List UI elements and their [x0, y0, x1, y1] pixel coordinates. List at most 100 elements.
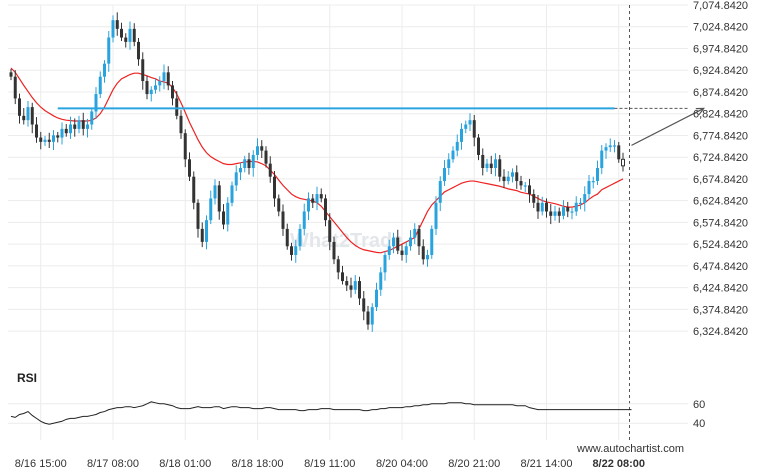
- candle-body: [455, 141, 459, 151]
- y-tick-label: 6,674.8420: [693, 174, 748, 186]
- candle-body: [587, 181, 591, 195]
- candle-body: [52, 135, 55, 142]
- candle-body: [120, 28, 123, 38]
- candle-body: [22, 115, 26, 121]
- x-tick-label: 8/20 04:00: [376, 458, 428, 470]
- candle-body: [247, 159, 251, 168]
- candle-body: [196, 202, 200, 229]
- y-axis: 7,074.8420 7,024.8420 6,974.8420 6,924.8420…: [693, 0, 748, 338]
- candle-body: [115, 20, 119, 29]
- y-tick-label: 6,824.8420: [693, 109, 748, 121]
- candle-body: [540, 202, 544, 212]
- candle-body: [566, 207, 570, 212]
- rsi-line: [10, 401, 632, 425]
- candle-body: [230, 185, 234, 203]
- candle-body: [498, 159, 502, 177]
- candle-body: [213, 185, 217, 199]
- y-tick-label: 7,024.8420: [693, 22, 748, 34]
- candle-body: [443, 167, 446, 182]
- candle-body: [137, 41, 140, 60]
- candle-body: [341, 272, 344, 282]
- candle-body: [451, 150, 455, 160]
- candle-body: [481, 154, 485, 168]
- candle-body: [47, 139, 51, 142]
- x-tick-label: 8/18 01:00: [159, 458, 211, 470]
- x-tick-label: 8/21 14:00: [521, 458, 573, 470]
- candle-body: [222, 211, 225, 225]
- candle-body: [421, 246, 425, 260]
- candle-body: [264, 150, 268, 164]
- y-tick-label: 6,724.8420: [693, 152, 748, 164]
- candle-body: [562, 207, 565, 216]
- candle-body: [200, 228, 204, 242]
- candle-body: [175, 98, 179, 116]
- levels: [57, 5, 705, 440]
- candle-body: [281, 211, 285, 229]
- candle-body: [438, 181, 442, 203]
- x-tick-label: 8/22 08:00: [592, 458, 645, 470]
- candle-body: [596, 167, 599, 182]
- candle-body: [43, 139, 47, 142]
- candle-body: [494, 159, 497, 168]
- candle-body: [239, 167, 242, 173]
- candle-body: [379, 272, 383, 290]
- candles: [9, 12, 625, 332]
- y-tick-label: 6,774.8420: [693, 130, 748, 142]
- candle-body: [188, 159, 191, 177]
- candle-body: [94, 94, 98, 112]
- candle-body: [553, 211, 557, 216]
- candle-body: [98, 76, 102, 95]
- candle-body: [591, 181, 595, 183]
- y-tick-label: 6,974.8420: [693, 43, 748, 55]
- candle-body: [570, 211, 574, 213]
- candle-body: [60, 128, 64, 138]
- candle-body: [604, 147, 608, 151]
- ma-line: [10, 67, 624, 254]
- candle-body: [26, 107, 30, 121]
- y-tick-label: 7,074.8420: [693, 0, 748, 12]
- rsi-tick-label: 40: [693, 418, 705, 430]
- candle-body: [179, 115, 183, 134]
- candle-body: [523, 185, 527, 187]
- candle-body: [574, 202, 578, 212]
- candle-body: [375, 289, 378, 308]
- candle-body: [502, 176, 506, 182]
- x-tick-label: 8/16 15:00: [15, 458, 67, 470]
- candle-body: [243, 159, 247, 168]
- candle-body: [413, 228, 417, 238]
- candle-body: [528, 185, 531, 195]
- y-tick-label: 6,524.8420: [693, 239, 748, 251]
- candle-body: [532, 194, 536, 203]
- candle-body: [617, 145, 621, 160]
- candle-body: [336, 259, 340, 273]
- candle-body: [294, 246, 298, 255]
- y-tick-label: 6,474.8420: [693, 261, 748, 273]
- x-tick-label: 8/18 18:00: [232, 458, 284, 470]
- candle-body: [434, 202, 438, 229]
- candle-body: [30, 107, 34, 125]
- candle-body: [328, 220, 332, 242]
- candle-body: [430, 228, 434, 255]
- candle-body: [545, 202, 548, 212]
- candle-body: [400, 250, 404, 255]
- candle-body: [141, 59, 145, 82]
- candle-body: [69, 124, 72, 134]
- candle-body: [349, 285, 353, 290]
- candle-body: [9, 72, 13, 77]
- candle-body: [277, 198, 281, 212]
- candle-body: [324, 198, 327, 221]
- candle-body: [511, 172, 514, 177]
- candle-body: [103, 63, 106, 77]
- candle-body: [536, 202, 540, 212]
- candle-body: [600, 150, 604, 168]
- candle-body: [158, 81, 162, 86]
- rsi-panel: 60 40: [8, 399, 705, 430]
- candle-body: [18, 98, 21, 116]
- candle-body: [192, 176, 196, 203]
- candle-body: [56, 135, 60, 138]
- candle-body: [409, 237, 412, 247]
- watermark: What2Trade: [290, 230, 403, 252]
- candle-body: [86, 124, 89, 129]
- footer-url[interactable]: www.autochartist.com: [576, 443, 684, 455]
